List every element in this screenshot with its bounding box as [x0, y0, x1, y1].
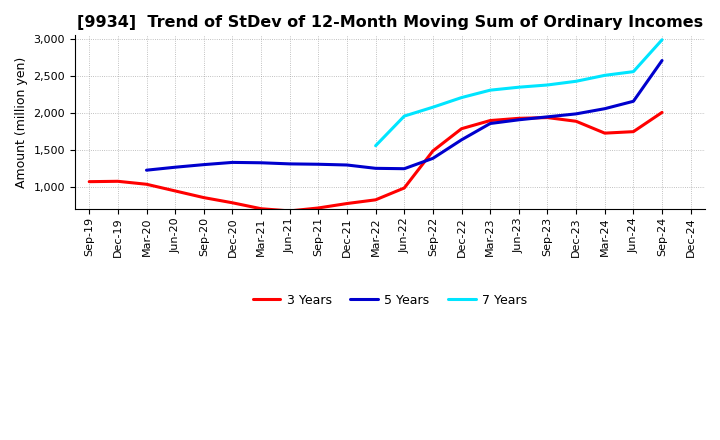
5 Years [457, 137, 466, 143]
Line: 5 Years: 5 Years [146, 61, 662, 170]
3 Years [515, 116, 523, 121]
3 Years [85, 179, 94, 184]
3 Years [457, 126, 466, 131]
3 Years [428, 148, 437, 154]
5 Years [142, 168, 150, 173]
Title: [9934]  Trend of StDev of 12-Month Moving Sum of Ordinary Incomes: [9934] Trend of StDev of 12-Month Moving… [77, 15, 703, 30]
3 Years [285, 208, 294, 213]
5 Years [629, 99, 638, 104]
3 Years [228, 200, 237, 205]
5 Years [515, 117, 523, 122]
5 Years [572, 111, 580, 117]
5 Years [657, 58, 666, 63]
7 Years [543, 82, 552, 88]
7 Years [657, 37, 666, 42]
7 Years [486, 88, 495, 93]
7 Years [428, 105, 437, 110]
5 Years [228, 160, 237, 165]
3 Years [314, 205, 323, 211]
7 Years [572, 79, 580, 84]
Legend: 3 Years, 5 Years, 7 Years: 3 Years, 5 Years, 7 Years [248, 289, 532, 312]
3 Years [372, 197, 380, 202]
Line: 7 Years: 7 Years [376, 40, 662, 146]
7 Years [457, 95, 466, 100]
3 Years [543, 115, 552, 120]
3 Years [600, 131, 609, 136]
Y-axis label: Amount (million yen): Amount (million yen) [15, 57, 28, 188]
3 Years [257, 206, 266, 211]
5 Years [372, 166, 380, 171]
3 Years [486, 118, 495, 123]
5 Years [171, 165, 179, 170]
7 Years [629, 69, 638, 74]
5 Years [400, 166, 408, 171]
3 Years [199, 195, 208, 200]
5 Years [199, 162, 208, 167]
5 Years [285, 161, 294, 166]
3 Years [629, 129, 638, 134]
3 Years [171, 188, 179, 194]
5 Years [428, 156, 437, 161]
3 Years [142, 182, 150, 187]
5 Years [600, 106, 609, 111]
7 Years [600, 73, 609, 78]
5 Years [343, 162, 351, 168]
7 Years [400, 114, 408, 119]
7 Years [372, 143, 380, 148]
3 Years [343, 201, 351, 206]
3 Years [572, 119, 580, 124]
Line: 3 Years: 3 Years [89, 112, 662, 211]
5 Years [314, 161, 323, 167]
7 Years [515, 84, 523, 90]
5 Years [257, 160, 266, 165]
3 Years [657, 110, 666, 115]
5 Years [486, 121, 495, 126]
3 Years [114, 179, 122, 184]
5 Years [543, 114, 552, 120]
3 Years [400, 185, 408, 191]
